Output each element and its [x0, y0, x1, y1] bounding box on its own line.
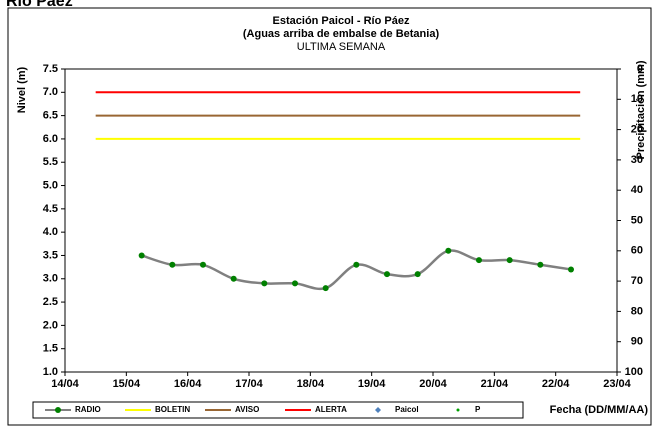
- y-tick-label: 3.0: [43, 273, 58, 285]
- legend-marker: [55, 407, 61, 413]
- y-tick-label: 1.5: [43, 343, 58, 355]
- data-point: [292, 280, 298, 287]
- y2-tick-label: 10: [631, 93, 643, 105]
- x-axis-title: Fecha (DD/MM/AA): [550, 404, 649, 416]
- legend-label: P: [475, 405, 481, 414]
- data-point: [138, 252, 145, 259]
- x-tick-label: 20/04: [419, 378, 447, 390]
- data-point: [322, 285, 329, 292]
- legend-marker: [375, 407, 381, 413]
- y2-tick-label: 50: [631, 214, 643, 226]
- y-tick-label: 5.0: [43, 179, 58, 191]
- y-tick-label: 7.5: [43, 63, 58, 75]
- y2-tick-label: 100: [625, 366, 643, 378]
- y-tick-label: 4.5: [43, 203, 58, 215]
- y-tick-label: 2.0: [43, 319, 58, 331]
- y2-tick-label: 0: [637, 63, 643, 75]
- y-axis-title: Nivel (m): [16, 66, 28, 113]
- x-tick-label: 16/04: [174, 378, 202, 390]
- x-tick-label: 19/04: [358, 378, 386, 390]
- x-tick-label: 17/04: [235, 378, 263, 390]
- data-point: [230, 275, 237, 282]
- page-title: Río Páez: [6, 0, 73, 10]
- y-tick-label: 1.0: [43, 366, 58, 378]
- y-tick-label: 7.0: [43, 86, 58, 98]
- y2-tick-label: 70: [631, 275, 643, 287]
- chart-frame: [7, 7, 652, 426]
- y2-tick-label: 20: [631, 124, 643, 136]
- data-point: [261, 280, 268, 287]
- chart-subtitle: (Aguas arriba de embalse de Betania): [243, 28, 440, 40]
- y-tick-label: 6.0: [43, 133, 58, 145]
- y2-tick-label: 60: [631, 245, 643, 257]
- data-point: [169, 261, 176, 268]
- y-tick-label: 3.5: [43, 249, 58, 261]
- y-tick-label: 4.0: [43, 226, 58, 238]
- data-point: [568, 266, 574, 273]
- data-point: [537, 261, 544, 268]
- y2-tick-label: 30: [631, 154, 643, 166]
- legend-label: BOLETIN: [155, 405, 190, 414]
- x-tick-label: 21/04: [481, 378, 509, 390]
- data-point: [476, 257, 482, 264]
- y-tick-label: 6.5: [43, 110, 58, 122]
- data-point: [414, 271, 421, 278]
- x-tick-label: 14/04: [51, 378, 79, 390]
- y2-tick-label: 40: [631, 184, 643, 196]
- y2-tick-label: 80: [631, 305, 643, 317]
- chart-subtitle: ULTIMA SEMANA: [297, 41, 386, 53]
- data-point: [353, 261, 360, 268]
- x-tick-label: 22/04: [542, 378, 570, 390]
- legend: [32, 401, 524, 419]
- legend-label: AVISO: [235, 405, 259, 414]
- data-point: [506, 257, 513, 264]
- data-point: [200, 261, 206, 268]
- y-tick-label: 5.5: [43, 156, 58, 168]
- y-tick-label: 2.5: [43, 296, 58, 308]
- x-tick-label: 18/04: [297, 378, 325, 390]
- legend-label: Paicol: [395, 405, 419, 414]
- y2-axis-title: Precipitación (mm): [635, 60, 647, 159]
- data-point: [445, 247, 452, 254]
- chart-title: Estación Paicol - Río Páez: [273, 15, 410, 27]
- x-tick-label: 23/04: [603, 378, 631, 390]
- y2-tick-label: 90: [631, 336, 643, 348]
- legend-label: RADIO: [75, 405, 101, 414]
- legend-marker: [456, 408, 460, 412]
- data-point: [384, 271, 390, 278]
- legend-label: ALERTA: [315, 405, 347, 414]
- x-tick-label: 15/04: [113, 378, 141, 390]
